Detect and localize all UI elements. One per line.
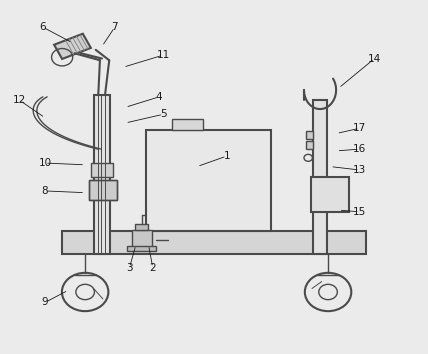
Bar (306, 142, 313, 149)
Bar (313, 100, 327, 254)
Text: 15: 15 (353, 207, 366, 217)
Bar (89, 181, 117, 200)
Text: 14: 14 (368, 53, 381, 63)
Text: 9: 9 (42, 297, 48, 307)
Text: 8: 8 (42, 186, 48, 196)
Bar (92, 163, 113, 177)
Text: 5: 5 (160, 109, 166, 119)
Bar (132, 230, 152, 247)
Bar (94, 95, 110, 254)
Bar (306, 131, 313, 139)
Text: 6: 6 (40, 22, 46, 32)
Bar (128, 246, 156, 251)
Text: 16: 16 (353, 144, 366, 154)
Text: 11: 11 (157, 50, 170, 60)
Bar (311, 177, 349, 212)
Text: 17: 17 (353, 123, 366, 133)
Bar (135, 224, 148, 230)
Bar (89, 181, 117, 200)
Bar (172, 119, 203, 130)
Text: 13: 13 (353, 165, 366, 175)
Text: 12: 12 (13, 95, 26, 105)
Text: 4: 4 (156, 92, 162, 102)
Polygon shape (54, 34, 91, 59)
Bar (62, 231, 366, 254)
Text: 10: 10 (39, 158, 52, 168)
Bar (146, 130, 271, 231)
Text: 1: 1 (223, 151, 230, 161)
Text: 2: 2 (149, 263, 156, 273)
Text: 7: 7 (111, 22, 118, 32)
Text: 3: 3 (126, 263, 133, 273)
